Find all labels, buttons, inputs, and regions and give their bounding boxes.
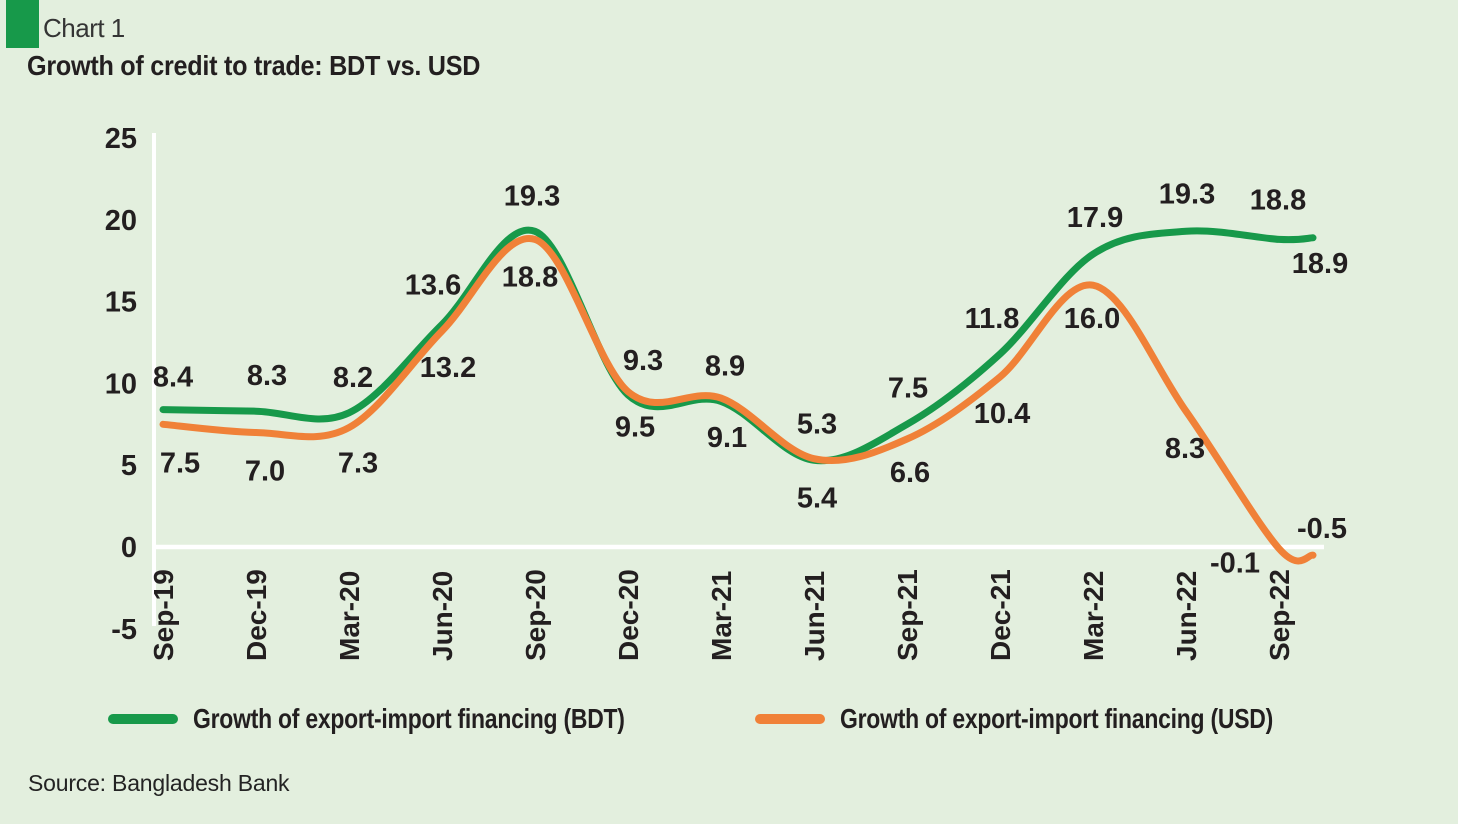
data-label: 19.3 <box>504 180 560 212</box>
x-category-label: Mar-21 <box>706 571 737 661</box>
data-label: 13.2 <box>420 352 476 384</box>
data-label: 8.3 <box>1165 433 1205 465</box>
bdt-line-swatch-icon <box>108 714 178 724</box>
y-axis-tick-labels: 25 20 15 10 5 0 -5 <box>105 123 137 646</box>
y-tick-label: 10 <box>105 368 137 400</box>
data-label: 7.3 <box>338 448 378 480</box>
x-category-label: Jun-20 <box>427 571 458 661</box>
data-label: 13.6 <box>405 270 461 302</box>
x-category-label: Dec-19 <box>241 569 272 661</box>
data-label: -0.5 <box>1297 513 1347 545</box>
axes <box>152 133 1324 626</box>
data-label: 11.8 <box>965 303 1020 335</box>
chart-number-label: Chart 1 <box>43 13 125 43</box>
bdt-data-labels: 8.4 8.3 8.2 13.6 19.3 9.3 8.9 5.3 7.5 11.8 17.9 19.… <box>153 178 1348 440</box>
y-tick-label: 0 <box>121 532 137 564</box>
y-tick-label: 25 <box>105 123 137 155</box>
data-label: 8.9 <box>705 350 745 382</box>
data-label: 7.5 <box>888 372 928 404</box>
legend-label-usd: Growth of export-import financing (USD) <box>840 703 1273 734</box>
chart-legend: Growth of export-import financing (BDT) … <box>108 700 1273 738</box>
data-label: 9.5 <box>615 412 655 444</box>
x-category-label: Sep-19 <box>148 569 179 661</box>
x-category-label: Sep-21 <box>892 569 923 661</box>
y-tick-label: 15 <box>105 287 137 319</box>
data-label: 5.4 <box>797 483 837 515</box>
x-category-label: Mar-20 <box>334 571 365 661</box>
x-category-label: Sep-20 <box>520 569 551 661</box>
legend-item-usd: Growth of export-import financing (USD) <box>755 700 1368 738</box>
data-label: 17.9 <box>1067 202 1123 234</box>
data-label: 5.3 <box>797 408 837 440</box>
data-label: -0.1 <box>1210 548 1260 580</box>
data-label: 10.4 <box>974 398 1030 430</box>
x-category-label: Dec-21 <box>985 569 1016 661</box>
y-tick-label: 5 <box>121 450 137 482</box>
usd-line-swatch-icon <box>755 714 825 724</box>
data-label: 7.5 <box>160 447 200 479</box>
x-category-label: Jun-21 <box>799 571 830 661</box>
usd-data-labels: 7.5 7.0 7.3 13.2 18.8 9.5 9.1 5.4 6.6 10.4 16.0 8.3… <box>160 261 1347 579</box>
y-tick-label: -5 <box>111 614 137 646</box>
chart-title: Growth of credit to trade: BDT vs. USD <box>27 50 481 81</box>
data-label: 6.6 <box>890 457 930 489</box>
x-category-label: Mar-22 <box>1078 571 1109 661</box>
x-axis-category-labels: Sep-19 Dec-19 Mar-20 Jun-20 Sep-20 Dec-20 Mar-… <box>148 569 1295 661</box>
usd-series-line <box>159 234 1317 565</box>
x-category-label: Dec-20 <box>613 569 644 661</box>
data-label: 18.8 <box>502 261 558 293</box>
chart-number-accent-square <box>6 0 39 48</box>
legend-label-bdt: Growth of export-import financing (BDT) <box>193 703 625 734</box>
x-category-label: Sep-22 <box>1264 569 1295 661</box>
data-label: 16.0 <box>1064 303 1120 335</box>
data-label: 8.3 <box>247 360 287 392</box>
data-label: 8.4 <box>153 362 193 394</box>
x-category-label: Jun-22 <box>1171 571 1202 661</box>
data-label: 19.3 <box>1159 178 1215 210</box>
data-label: 8.2 <box>333 362 373 394</box>
data-label: 7.0 <box>245 455 285 487</box>
source-note: Source: Bangladesh Bank <box>28 770 290 796</box>
data-label: 9.3 <box>623 345 663 377</box>
data-label: 18.8 <box>1250 184 1306 216</box>
data-label: 9.1 <box>707 422 747 454</box>
legend-item-bdt: Growth of export-import financing (BDT) <box>108 703 719 735</box>
y-tick-label: 20 <box>105 205 137 237</box>
data-label: 18.9 <box>1292 248 1348 280</box>
